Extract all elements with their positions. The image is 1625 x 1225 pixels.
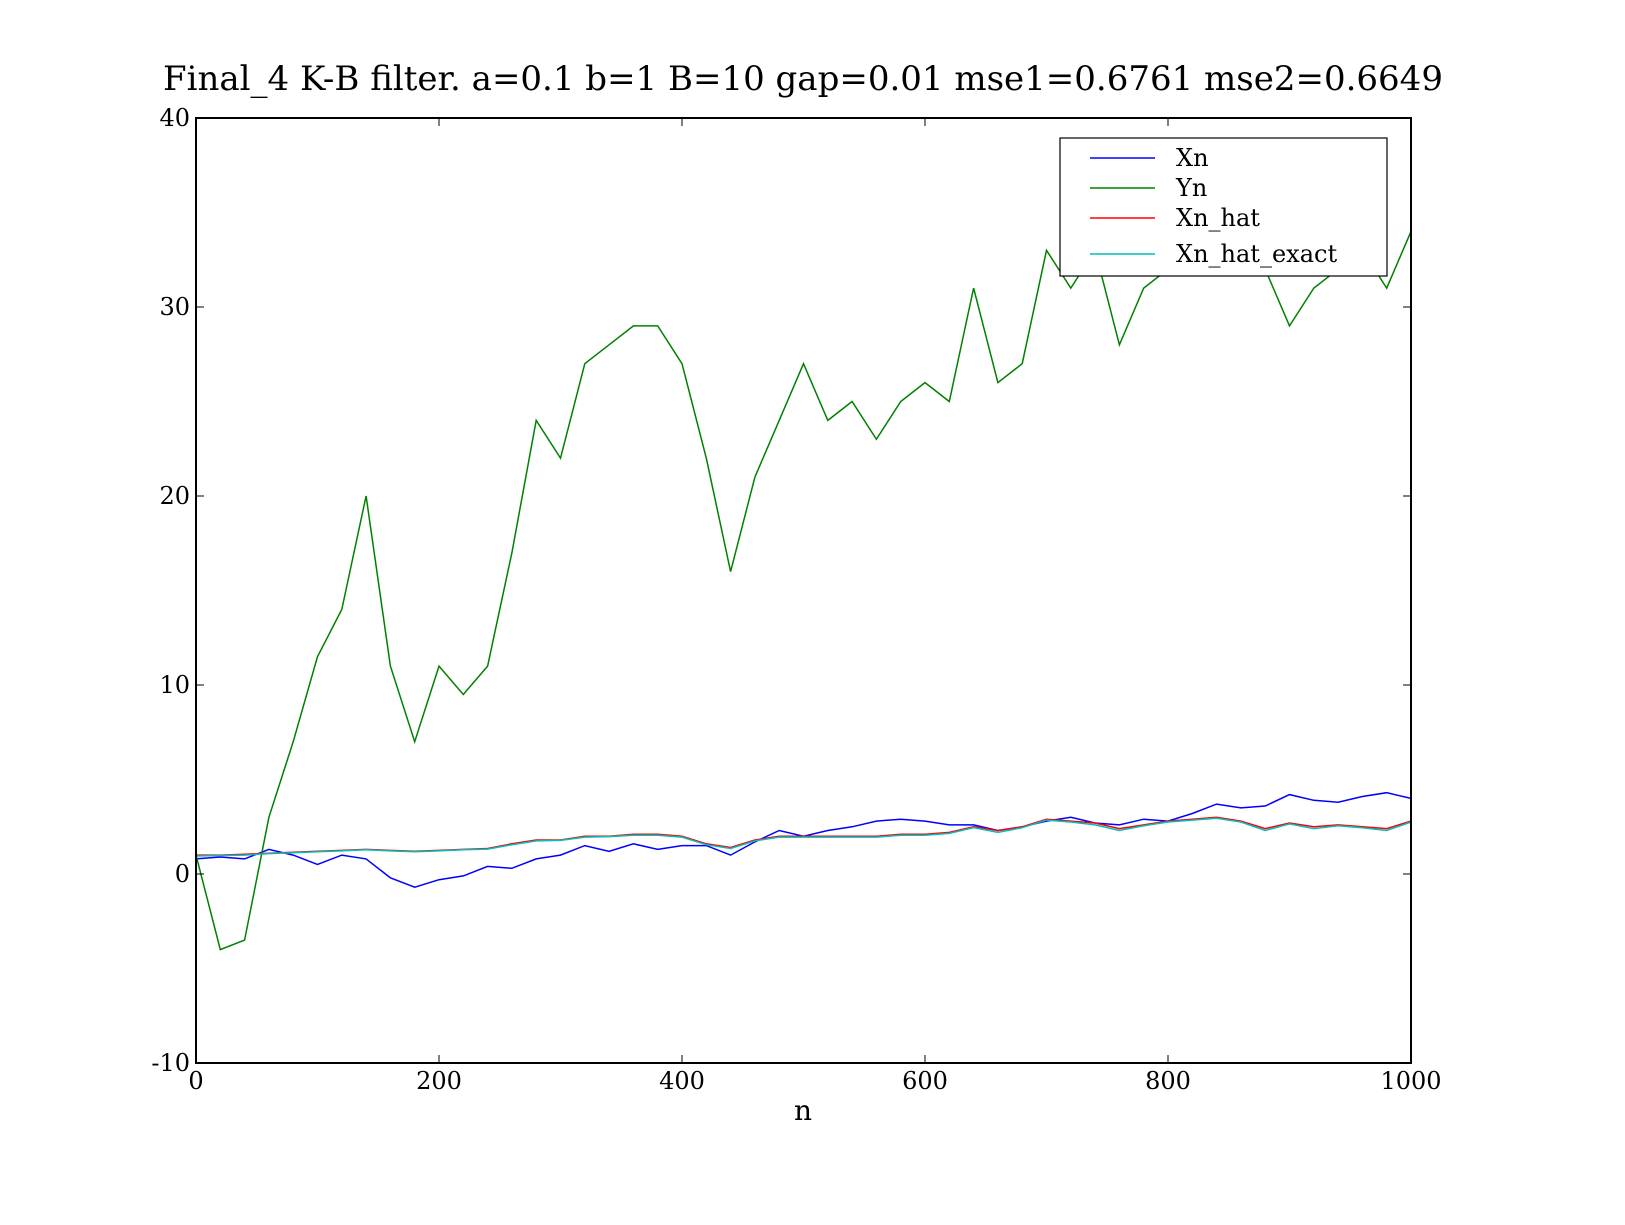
legend-label: Xn_hat_exact [1176, 240, 1337, 268]
x-axis-label: n [794, 1094, 812, 1127]
x-tick-label: 600 [902, 1067, 948, 1095]
x-tick-label: 0 [188, 1067, 203, 1095]
legend-box [1059, 137, 1388, 277]
series-line [195, 791, 1412, 888]
series-line [195, 817, 1412, 857]
plot-frame [195, 117, 1412, 1064]
x-tick-label: 800 [1145, 1067, 1191, 1095]
series-line [196, 816, 1412, 856]
series-line [195, 230, 1412, 951]
y-tick-label: -10 [151, 1049, 190, 1077]
y-tick-label: 40 [159, 104, 190, 132]
y-tick-label: 20 [159, 482, 190, 510]
x-tick-label: 200 [416, 1067, 462, 1095]
x-tick-label: 1000 [1380, 1067, 1441, 1095]
legend-label: Xn [1176, 144, 1209, 172]
y-tick-label: 10 [159, 671, 190, 699]
legend-label: Xn_hat [1176, 204, 1260, 232]
y-tick-label: 0 [175, 860, 190, 888]
y-tick-label: 30 [159, 293, 190, 321]
legend-label: Yn [1175, 174, 1207, 202]
chart-title: Final_4 K-B filter. a=0.1 b=1 B=10 gap=0… [163, 59, 1443, 99]
x-tick-label: 400 [659, 1067, 705, 1095]
